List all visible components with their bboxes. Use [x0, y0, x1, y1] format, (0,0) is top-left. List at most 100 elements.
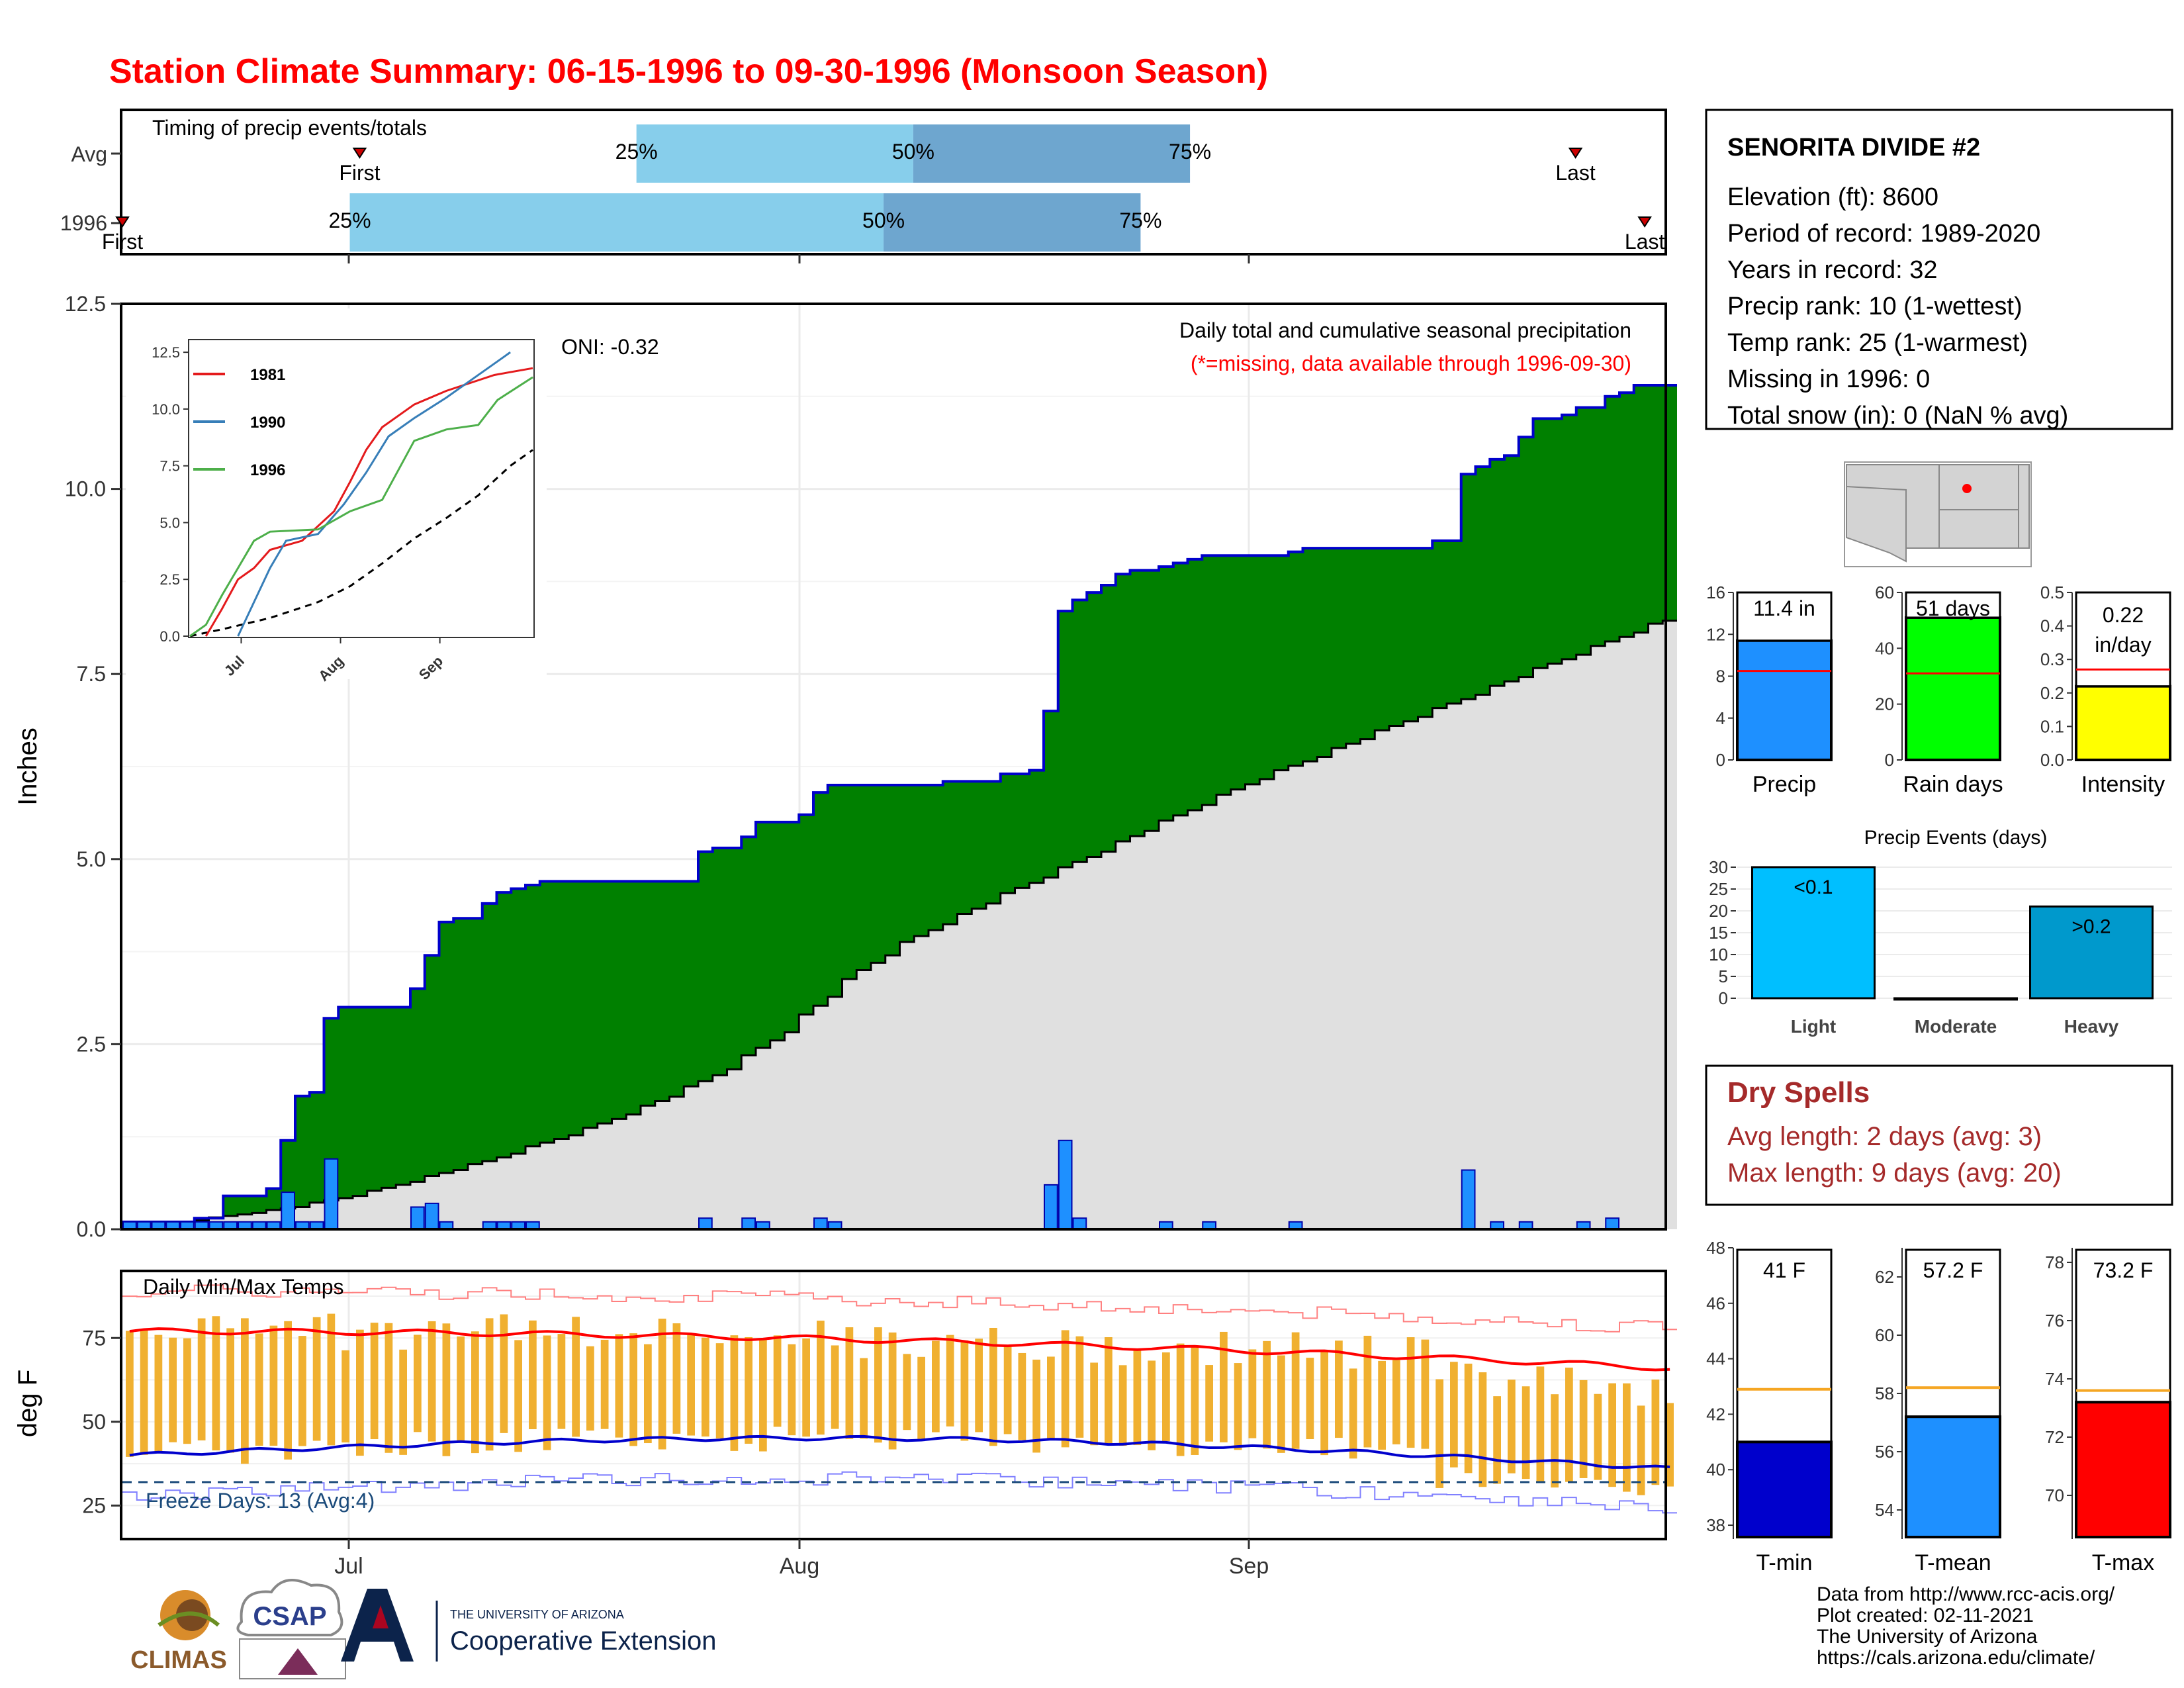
summary-bar	[1905, 616, 2001, 762]
daily-temp-range-bar	[269, 1325, 278, 1446]
average-max-temp-line	[129, 1327, 1670, 1372]
daily-temp-range-bar	[946, 1335, 954, 1427]
events-y-tick-label: 15	[1709, 923, 1728, 943]
timing-first-marker	[352, 148, 367, 159]
temp-summary-y-tick-label: 54	[1875, 1500, 1894, 1520]
temp-summary-bar	[2075, 1401, 2171, 1538]
daily-temp-range-bar	[1508, 1380, 1516, 1474]
daily-temp-range-bar	[1378, 1360, 1386, 1450]
daily-temp-range-bar	[1320, 1350, 1328, 1456]
temp-summary-value-label: 41 F	[1763, 1258, 1805, 1282]
daily-temp-range-bar	[414, 1335, 422, 1432]
daily-precip-bar	[1605, 1217, 1619, 1230]
daily-temp-range-bar	[1651, 1380, 1660, 1485]
daily-temp-range-bar	[543, 1335, 551, 1450]
precip-subtitle: Daily total and cumulative seasonal prec…	[1179, 318, 1631, 342]
record-low-line	[122, 1471, 1677, 1514]
daily-temp-range-bar	[644, 1344, 652, 1444]
daily-temp-range-bar	[615, 1334, 623, 1438]
daily-temp-range-bar	[788, 1344, 796, 1436]
temp-summary-y-tick-label: 44	[1706, 1349, 1725, 1369]
temperature-bar-charts: 38 40 42 44 46 48 41 F T-min 54 56 58 60 62 57.2 F T-m…	[1706, 1238, 2171, 1575]
daily-temp-range-bar	[1565, 1368, 1573, 1482]
daily-temp-range-bar	[1148, 1360, 1156, 1450]
daily-temp-range-bar	[1205, 1365, 1213, 1442]
summary-y-tick-label: 0.4	[2040, 616, 2064, 636]
daily-temp-range-bar	[370, 1323, 379, 1440]
summary-y-tick-label: 0.2	[2040, 683, 2064, 703]
temp-summary-bar	[1905, 1415, 2001, 1538]
summary-y-tick-label: 0.0	[2040, 750, 2064, 770]
daily-temp-range-bar	[1421, 1339, 1430, 1449]
daily-temp-range-bar	[1392, 1360, 1400, 1444]
timing-panel: Timing of precip events/totals Avg 1996 …	[60, 109, 1667, 263]
daily-temp-range-bar	[212, 1316, 220, 1451]
daily-precip-bar	[741, 1217, 756, 1230]
daily-temp-range-bar	[471, 1331, 479, 1454]
timing-last-label: Last	[1555, 161, 1596, 185]
events-y-tick-label: 20	[1709, 901, 1728, 921]
temp-summary-y-tick-label: 72	[2045, 1427, 2064, 1447]
timing-bar-q50-q75	[913, 124, 1191, 183]
summary-axis-label: Precip	[1752, 772, 1816, 797]
timing-bar-q25-q50	[636, 124, 913, 183]
ua-logo: THE UNIVERSITY OF ARIZONA Cooperative Ex…	[341, 1589, 716, 1662]
figure-title: Station Climate Summary: 06-15-1996 to 0…	[109, 52, 1268, 91]
timing-p25-label: 25%	[329, 209, 371, 232]
events-bar	[2029, 905, 2154, 1000]
temp-summary-axis-label: T-max	[2092, 1550, 2154, 1575]
summary-y-tick-label: 0	[1716, 750, 1725, 770]
timing-p75-label: 75%	[1169, 140, 1211, 164]
month-tick-label: Aug	[780, 1554, 820, 1579]
daily-temp-range-bar	[773, 1335, 782, 1427]
summary-axis-label: Rain days	[1903, 772, 2003, 797]
temp-y-tick-label: 75	[82, 1326, 106, 1350]
temp-y-tick-label: 50	[82, 1410, 106, 1434]
summary-y-tick-label: 0	[1885, 750, 1894, 770]
daily-temp-range-bar	[500, 1314, 508, 1433]
daily-temp-range-bar	[730, 1335, 739, 1451]
daily-temp-range-bar	[385, 1323, 393, 1453]
daily-temp-range-bar	[241, 1318, 249, 1464]
station-info-line: Years in record: 32	[1727, 256, 1938, 284]
daily-temp-range-bar	[600, 1339, 609, 1429]
daily-temp-range-bar	[1248, 1349, 1257, 1438]
inset-y-tick-label: 7.5	[159, 458, 180, 475]
summary-y-tick-label: 16	[1706, 583, 1725, 602]
daily-precip-bar	[813, 1217, 828, 1230]
daily-temp-range-bar	[715, 1343, 724, 1439]
summary-value-label: in/day	[2095, 633, 2151, 657]
timing-p25-label: 25%	[615, 140, 658, 164]
dry-spells-max: Max length: 9 days (avg: 20)	[1727, 1158, 2062, 1188]
temp-summary-y-tick-label: 48	[1706, 1238, 1725, 1258]
inset-y-tick-label: 10.0	[152, 401, 180, 418]
temp-summary-bar	[1736, 1440, 1833, 1538]
daily-temp-range-bar	[529, 1320, 537, 1430]
ua-logo-small-text: THE UNIVERSITY OF ARIZONA	[450, 1608, 624, 1621]
daily-temp-range-bar	[759, 1339, 767, 1452]
daily-temp-range-bar	[960, 1340, 969, 1441]
daily-temp-range-bar	[802, 1338, 810, 1437]
inset-legend-label: 1990	[250, 414, 285, 432]
summary-bar-charts: 0 4 8 12 16 11.4 in Precip 0 20 40 60 51 days Rain d…	[1706, 583, 2171, 797]
daily-precip-bar	[698, 1217, 713, 1230]
daily-temp-range-bar	[1306, 1358, 1314, 1439]
cumulative-1996-line	[122, 384, 1677, 1223]
daily-temp-range-bar	[1493, 1396, 1501, 1484]
station-info-line: Missing in 1996: 0	[1727, 365, 1930, 393]
footer-line: Plot created: 02-11-2021	[1817, 1605, 2034, 1626]
events-bar	[1893, 997, 2018, 1001]
daily-temp-range-bar	[1162, 1352, 1170, 1442]
daily-precip-bar	[424, 1202, 439, 1230]
summary-axis-label: Intensity	[2081, 772, 2165, 797]
daily-temp-range-bar	[169, 1337, 177, 1442]
daily-temp-range-bar	[514, 1340, 522, 1452]
temp-summary-y-tick-label: 40	[1706, 1460, 1725, 1479]
station-info-box: SENORITA DIVIDE #2 Elevation (ft): 8600 P…	[1705, 109, 2173, 430]
events-category-label: Heavy	[2064, 1016, 2119, 1037]
daily-precip-bar	[281, 1192, 295, 1230]
summary-y-tick-label: 4	[1716, 708, 1725, 728]
precip-note: (*=missing, data available through 1996-…	[1191, 352, 1631, 375]
dry-spells-title: Dry Spells	[1727, 1076, 1870, 1109]
